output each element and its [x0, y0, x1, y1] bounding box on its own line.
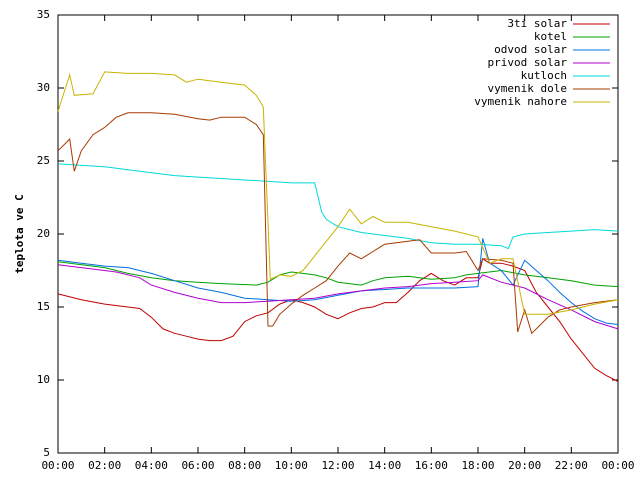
y-tick-label: 30	[37, 81, 50, 94]
legend-label: vymenik nahore	[474, 95, 567, 108]
y-tick-label: 5	[43, 446, 50, 459]
y-axis-label: teplota ve C	[13, 194, 26, 273]
x-tick-label: 12:00	[321, 459, 354, 472]
series-line	[57, 163, 619, 250]
x-tick-label: 06:00	[181, 459, 214, 472]
legend-label: 3ti solar	[507, 17, 567, 30]
y-tick-label: 25	[37, 154, 50, 167]
x-tick-label: 14:00	[368, 459, 401, 472]
x-tick-label: 00:00	[601, 459, 634, 472]
x-tick-label: 04:00	[135, 459, 168, 472]
x-tick-label: 22:00	[555, 459, 588, 472]
legend-label: kotel	[534, 30, 567, 43]
y-tick-label: 10	[37, 373, 50, 386]
x-tick-label: 00:00	[41, 459, 74, 472]
x-tick-label: 18:00	[461, 459, 494, 472]
series-line	[57, 238, 619, 325]
y-tick-label: 20	[37, 227, 50, 240]
x-tick-label: 02:00	[88, 459, 121, 472]
series-line	[57, 264, 619, 330]
legend-label: odvod solar	[494, 43, 567, 56]
y-tick-label: 15	[37, 300, 50, 313]
series-line	[57, 112, 619, 335]
series-line	[57, 261, 619, 288]
x-tick-label: 16:00	[415, 459, 448, 472]
x-tick-label: 08:00	[228, 459, 261, 472]
series-line	[57, 258, 619, 382]
x-tick-label: 10:00	[275, 459, 308, 472]
x-tick-label: 20:00	[508, 459, 541, 472]
y-tick-label: 35	[37, 8, 50, 21]
legend-label: kutloch	[521, 69, 567, 82]
legend-label: privod solar	[488, 56, 568, 69]
series-line	[57, 71, 619, 315]
legend-label: vymenik dole	[488, 82, 567, 95]
